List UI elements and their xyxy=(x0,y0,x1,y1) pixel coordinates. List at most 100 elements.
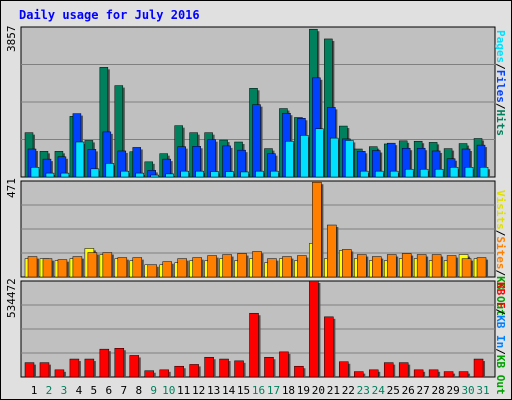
pages-bar xyxy=(464,167,474,178)
kb-bar xyxy=(369,369,379,378)
sites-bar xyxy=(42,258,53,278)
pages-bar xyxy=(360,170,369,178)
pages-bar xyxy=(389,170,399,178)
kb-bar xyxy=(264,356,274,378)
x-tick-label: 5 xyxy=(91,384,98,397)
x-tick-label: 12 xyxy=(192,384,205,397)
sites-bar xyxy=(342,249,352,278)
pages-bar xyxy=(419,168,429,178)
kb-bar xyxy=(324,316,334,378)
kb-bar xyxy=(219,358,229,378)
kb-bar xyxy=(114,348,125,378)
sites-bar xyxy=(372,256,382,278)
sites-bar xyxy=(282,256,292,278)
pages-bar xyxy=(90,168,100,178)
legend-kb-f: KB F xyxy=(494,282,507,309)
pages-bar xyxy=(225,171,234,178)
pages-bar xyxy=(449,167,459,178)
legend-separator: / xyxy=(494,348,507,355)
x-tick-label: 20 xyxy=(312,384,325,397)
kb-bar xyxy=(294,365,304,378)
mid-panel-max-label: 471 xyxy=(5,178,18,198)
kb-bar xyxy=(189,364,199,378)
x-tick-label: 14 xyxy=(222,384,236,397)
sites-bar xyxy=(446,255,457,278)
sites-bar xyxy=(207,255,217,278)
kb-bar xyxy=(279,351,289,378)
x-tick-label: 17 xyxy=(267,384,280,397)
sites-bar xyxy=(132,257,143,278)
legend-separator: / xyxy=(494,63,507,70)
x-tick-label: 4 xyxy=(76,384,83,397)
pages-bar xyxy=(180,170,189,178)
kb-bar xyxy=(249,312,259,378)
pages-bar xyxy=(240,171,249,178)
kb-bar xyxy=(309,280,319,378)
x-tick-label: 22 xyxy=(342,384,355,397)
kb-bar xyxy=(398,362,409,378)
kb-bar xyxy=(383,362,394,378)
sites-bar xyxy=(27,256,38,278)
kb-bar xyxy=(69,358,80,378)
sites-bar xyxy=(222,254,232,278)
chart-title: Daily usage for July 2016 xyxy=(19,8,200,22)
kb-bar xyxy=(144,370,154,378)
sites-bar xyxy=(237,253,247,278)
pages-bar xyxy=(270,170,279,178)
files-bar xyxy=(132,147,142,178)
sites-bar xyxy=(177,258,187,278)
pages-bar xyxy=(434,168,444,178)
kb-bar xyxy=(84,358,95,378)
x-tick-label: 7 xyxy=(120,384,127,397)
x-tick-label: 15 xyxy=(237,384,250,397)
sites-bar xyxy=(147,264,157,278)
legend-visits: Visits xyxy=(494,190,507,230)
legend-kb-in: KB In xyxy=(494,315,507,349)
x-tick-label: 27 xyxy=(417,384,430,397)
sites-bar xyxy=(267,258,277,278)
pages-bar xyxy=(45,172,55,178)
bot-panel-legend: KB F/KB In/KB Out xyxy=(494,282,507,395)
x-tick-label: 16 xyxy=(252,384,265,397)
pages-bar xyxy=(30,167,40,178)
kb-bar xyxy=(159,369,169,378)
sites-bar xyxy=(386,254,397,278)
x-tick-label: 21 xyxy=(327,384,340,397)
pages-bar xyxy=(105,163,115,178)
top-panel-legend: Pages/Files/Hits xyxy=(494,30,507,136)
x-tick-label: 28 xyxy=(432,384,445,397)
kb-bar xyxy=(204,356,214,378)
pages-bar xyxy=(120,170,130,178)
pages-bar xyxy=(150,174,159,178)
sites-bar xyxy=(357,254,367,278)
files-bar xyxy=(252,104,261,178)
pages-bar xyxy=(285,140,294,178)
kb-bar xyxy=(39,362,50,378)
x-tick-label: 9 xyxy=(150,384,157,397)
pages-bar xyxy=(404,168,414,178)
sites-bar xyxy=(297,255,307,278)
legend-kb-out: KB Out xyxy=(494,354,507,395)
pages-bar xyxy=(165,173,174,178)
pages-bar xyxy=(345,140,354,178)
pages-bar xyxy=(135,172,145,178)
kb-bar xyxy=(54,369,65,378)
kb-bar xyxy=(428,369,439,378)
sites-bar xyxy=(162,261,172,278)
kb-bar xyxy=(339,361,349,378)
sites-bar xyxy=(192,257,202,278)
x-tick-label: 10 xyxy=(162,384,175,397)
x-tick-label: 23 xyxy=(357,384,370,397)
sites-bar xyxy=(312,181,322,278)
pages-bar xyxy=(300,135,309,178)
kb-bar xyxy=(234,360,244,378)
pages-bar xyxy=(75,141,85,178)
pages-bar xyxy=(315,128,324,178)
sites-bar xyxy=(87,252,98,278)
sites-bar xyxy=(476,257,487,278)
pages-bar xyxy=(375,170,384,178)
x-tick-label: 24 xyxy=(372,384,386,397)
sites-bar xyxy=(401,253,412,278)
sites-bar xyxy=(117,257,128,278)
